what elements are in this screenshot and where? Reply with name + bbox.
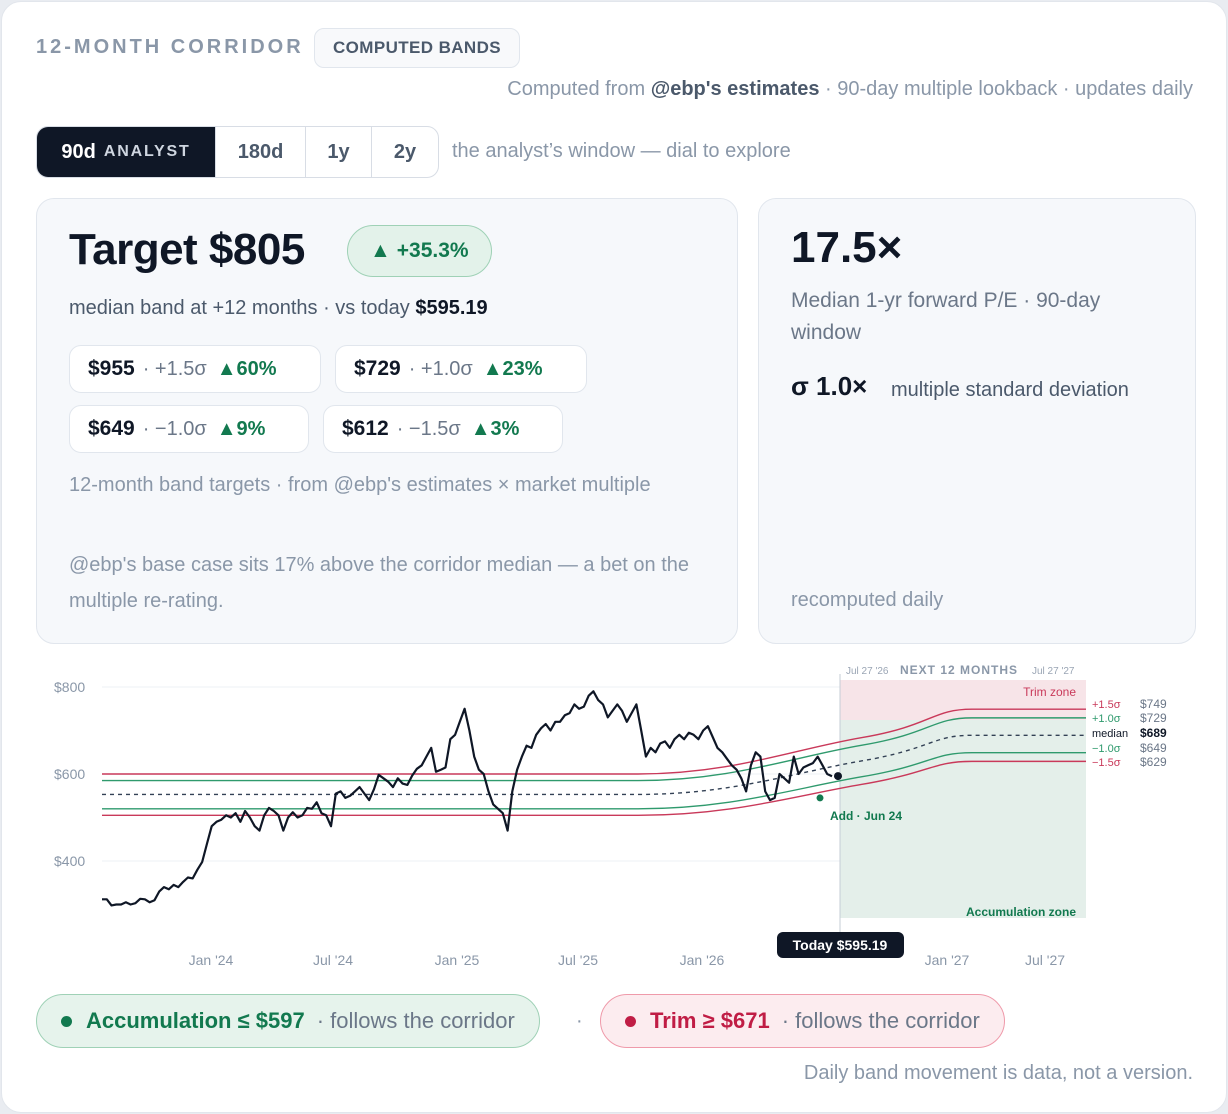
lookback-sublabel: ANALYST bbox=[103, 143, 191, 160]
target-change-value: +35.3% bbox=[396, 239, 469, 262]
source-prefix: Computed from bbox=[507, 78, 651, 100]
accumulation-zone-pill[interactable]: Accumulation ≤ $597 · follows the corrid… bbox=[36, 994, 540, 1048]
lookback-option-180d[interactable]: 180d bbox=[216, 127, 306, 177]
band-line bbox=[102, 734, 1086, 796]
up-triangle-icon: ▲ bbox=[370, 239, 391, 262]
panel-eyebrow: 12-MONTH CORRIDOR bbox=[36, 36, 304, 58]
trim-zone-fill bbox=[840, 680, 1086, 720]
lookback-option-1y[interactable]: 1y bbox=[306, 127, 372, 177]
band-sigma-label: +1.0σ bbox=[1092, 713, 1121, 725]
accumulation-tail: · follows the corridor bbox=[316, 1008, 515, 1033]
band-chip-pct: ▲60% bbox=[216, 357, 277, 380]
band-chip-pct: ▲3% bbox=[470, 417, 520, 440]
band-chip-sigma: · +1.5σ bbox=[142, 357, 207, 380]
band-chip-price: $612 bbox=[342, 417, 389, 440]
recomputed-note: recomputed daily bbox=[791, 589, 944, 611]
lookback-label: 2y bbox=[393, 140, 417, 163]
median-line: median band at +12 months · vs today $59… bbox=[69, 297, 488, 320]
lookback-option-2y[interactable]: 2y bbox=[372, 127, 438, 177]
trim-label: Trim ≥ $671 bbox=[650, 1008, 770, 1033]
band-chip: $649 · −1.0σ ▲9% bbox=[69, 405, 309, 453]
target-title: Target $805 bbox=[69, 225, 305, 274]
today-tag bbox=[777, 932, 904, 958]
forecast-title: NEXT 12 MONTHS bbox=[900, 663, 1018, 677]
band-line bbox=[102, 760, 1086, 817]
trim-zone-pill[interactable]: Trim ≥ $671 · follows the corridor bbox=[600, 994, 1005, 1048]
trim-zone-label: Trim zone bbox=[1023, 685, 1076, 699]
x-tick-label: Jul '27 bbox=[1025, 952, 1065, 968]
band-chip-pct: ▲23% bbox=[482, 357, 543, 380]
zone-separator: · bbox=[576, 1010, 583, 1032]
add-marker-label: Add · Jun 24 bbox=[830, 809, 902, 823]
price-line bbox=[102, 690, 833, 907]
median-prefix: median band at +12 months · vs today bbox=[69, 297, 416, 319]
lookback-label: 1y bbox=[327, 140, 350, 163]
band-value-label: $689 bbox=[1140, 726, 1167, 740]
target-change-badge: ▲ +35.3% bbox=[347, 225, 492, 277]
lookback-label: 180d bbox=[237, 140, 284, 163]
trim-tail: · follows the corridor bbox=[781, 1008, 980, 1033]
x-tick-label: Jan '24 bbox=[189, 952, 234, 968]
y-tick-label: $600 bbox=[54, 766, 85, 782]
band-line bbox=[102, 751, 1086, 810]
band-chip-sigma: · −1.5σ bbox=[396, 417, 461, 440]
base-case-note: @ebp's base case sits 17% above the corr… bbox=[69, 554, 690, 612]
sigma-label: multiple standard deviation bbox=[891, 379, 1129, 401]
band-sigma-label: −1.5σ bbox=[1092, 757, 1121, 769]
pe-card: 17.5× Median 1-yr forward P/E · 90-day w… bbox=[758, 198, 1196, 644]
computed-bands-badge: COMPUTED BANDS bbox=[314, 28, 520, 68]
band-chip-price: $729 bbox=[354, 357, 401, 380]
lookback-option-90d[interactable]: 90d ANALYST bbox=[37, 127, 216, 177]
forecast-end-label: Jul 27 '27 bbox=[1032, 666, 1075, 677]
y-tick-label: $800 bbox=[54, 679, 85, 695]
band-chip-pct: ▲9% bbox=[216, 417, 266, 440]
accumulation-zone-label: Accumulation zone bbox=[966, 905, 1076, 919]
pe-label: Median 1-yr forward P/E · 90-day window bbox=[791, 289, 1101, 344]
band-targets-note: 12-month band targets · from @ebp's esti… bbox=[69, 474, 651, 496]
band-value-label: $649 bbox=[1140, 741, 1167, 755]
band-chip-price: $955 bbox=[88, 357, 135, 380]
x-tick-label: Jan '26 bbox=[680, 952, 725, 968]
forecast-start-label: Jul 27 '26 bbox=[846, 666, 889, 677]
today-price-dot bbox=[834, 772, 842, 781]
band-line bbox=[102, 708, 1086, 775]
trim-dot-icon bbox=[625, 1015, 636, 1027]
add-marker-dot bbox=[816, 794, 824, 802]
band-sigma-label: −1.0σ bbox=[1092, 743, 1121, 755]
sigma-value: σ 1.0× bbox=[791, 371, 868, 401]
x-tick-label: Jul '25 bbox=[558, 952, 598, 968]
target-card: Target $805 ▲ +35.3% median band at +12 m… bbox=[36, 198, 738, 644]
band-value-label: $749 bbox=[1140, 697, 1167, 711]
accumulation-dot-icon bbox=[61, 1015, 72, 1027]
footer-note: Daily band movement is data, not a versi… bbox=[803, 1062, 1193, 1084]
lookback-selector: 90d ANALYST 180d 1y 2y bbox=[36, 126, 439, 178]
band-value-label: $629 bbox=[1140, 755, 1167, 769]
band-sigma-label: +1.5σ bbox=[1092, 699, 1121, 711]
band-sigma-label: median bbox=[1092, 728, 1128, 740]
today-tag-label: Today $595.19 bbox=[793, 937, 888, 953]
band-chip: $955 · +1.5σ ▲60% bbox=[69, 345, 321, 393]
x-tick-label: Jul '24 bbox=[313, 952, 353, 968]
band-chip-sigma: · −1.0σ bbox=[142, 417, 207, 440]
lookback-hint: the analyst’s window — dial to explore bbox=[452, 140, 791, 162]
source-link[interactable]: @ebp's estimates bbox=[650, 78, 820, 100]
band-chip: $729 · +1.0σ ▲23% bbox=[335, 345, 587, 393]
accumulation-label: Accumulation ≤ $597 bbox=[86, 1008, 305, 1033]
y-tick-label: $400 bbox=[54, 853, 85, 869]
lookback-label: 90d bbox=[61, 140, 96, 163]
x-tick-label: Jan '27 bbox=[925, 952, 970, 968]
band-chip-sigma: · +1.0σ bbox=[408, 357, 473, 380]
band-value-label: $729 bbox=[1140, 711, 1167, 725]
x-tick-label: Jan '25 bbox=[435, 952, 480, 968]
band-line bbox=[102, 717, 1086, 782]
source-line: Computed from @ebp's estimates · 90-day … bbox=[507, 78, 1193, 101]
pe-value: 17.5× bbox=[791, 223, 903, 272]
today-price: $595.19 bbox=[415, 297, 488, 319]
source-suffix: · 90-day multiple lookback · updates dai… bbox=[819, 78, 1193, 100]
band-chip: $612 · −1.5σ ▲3% bbox=[323, 405, 563, 453]
corridor-chart: $800 $600 $400 Jul 27 '26 NEXT 12 MONTHS Jul … bbox=[54, 663, 1167, 968]
band-chip-price: $649 bbox=[88, 417, 135, 440]
